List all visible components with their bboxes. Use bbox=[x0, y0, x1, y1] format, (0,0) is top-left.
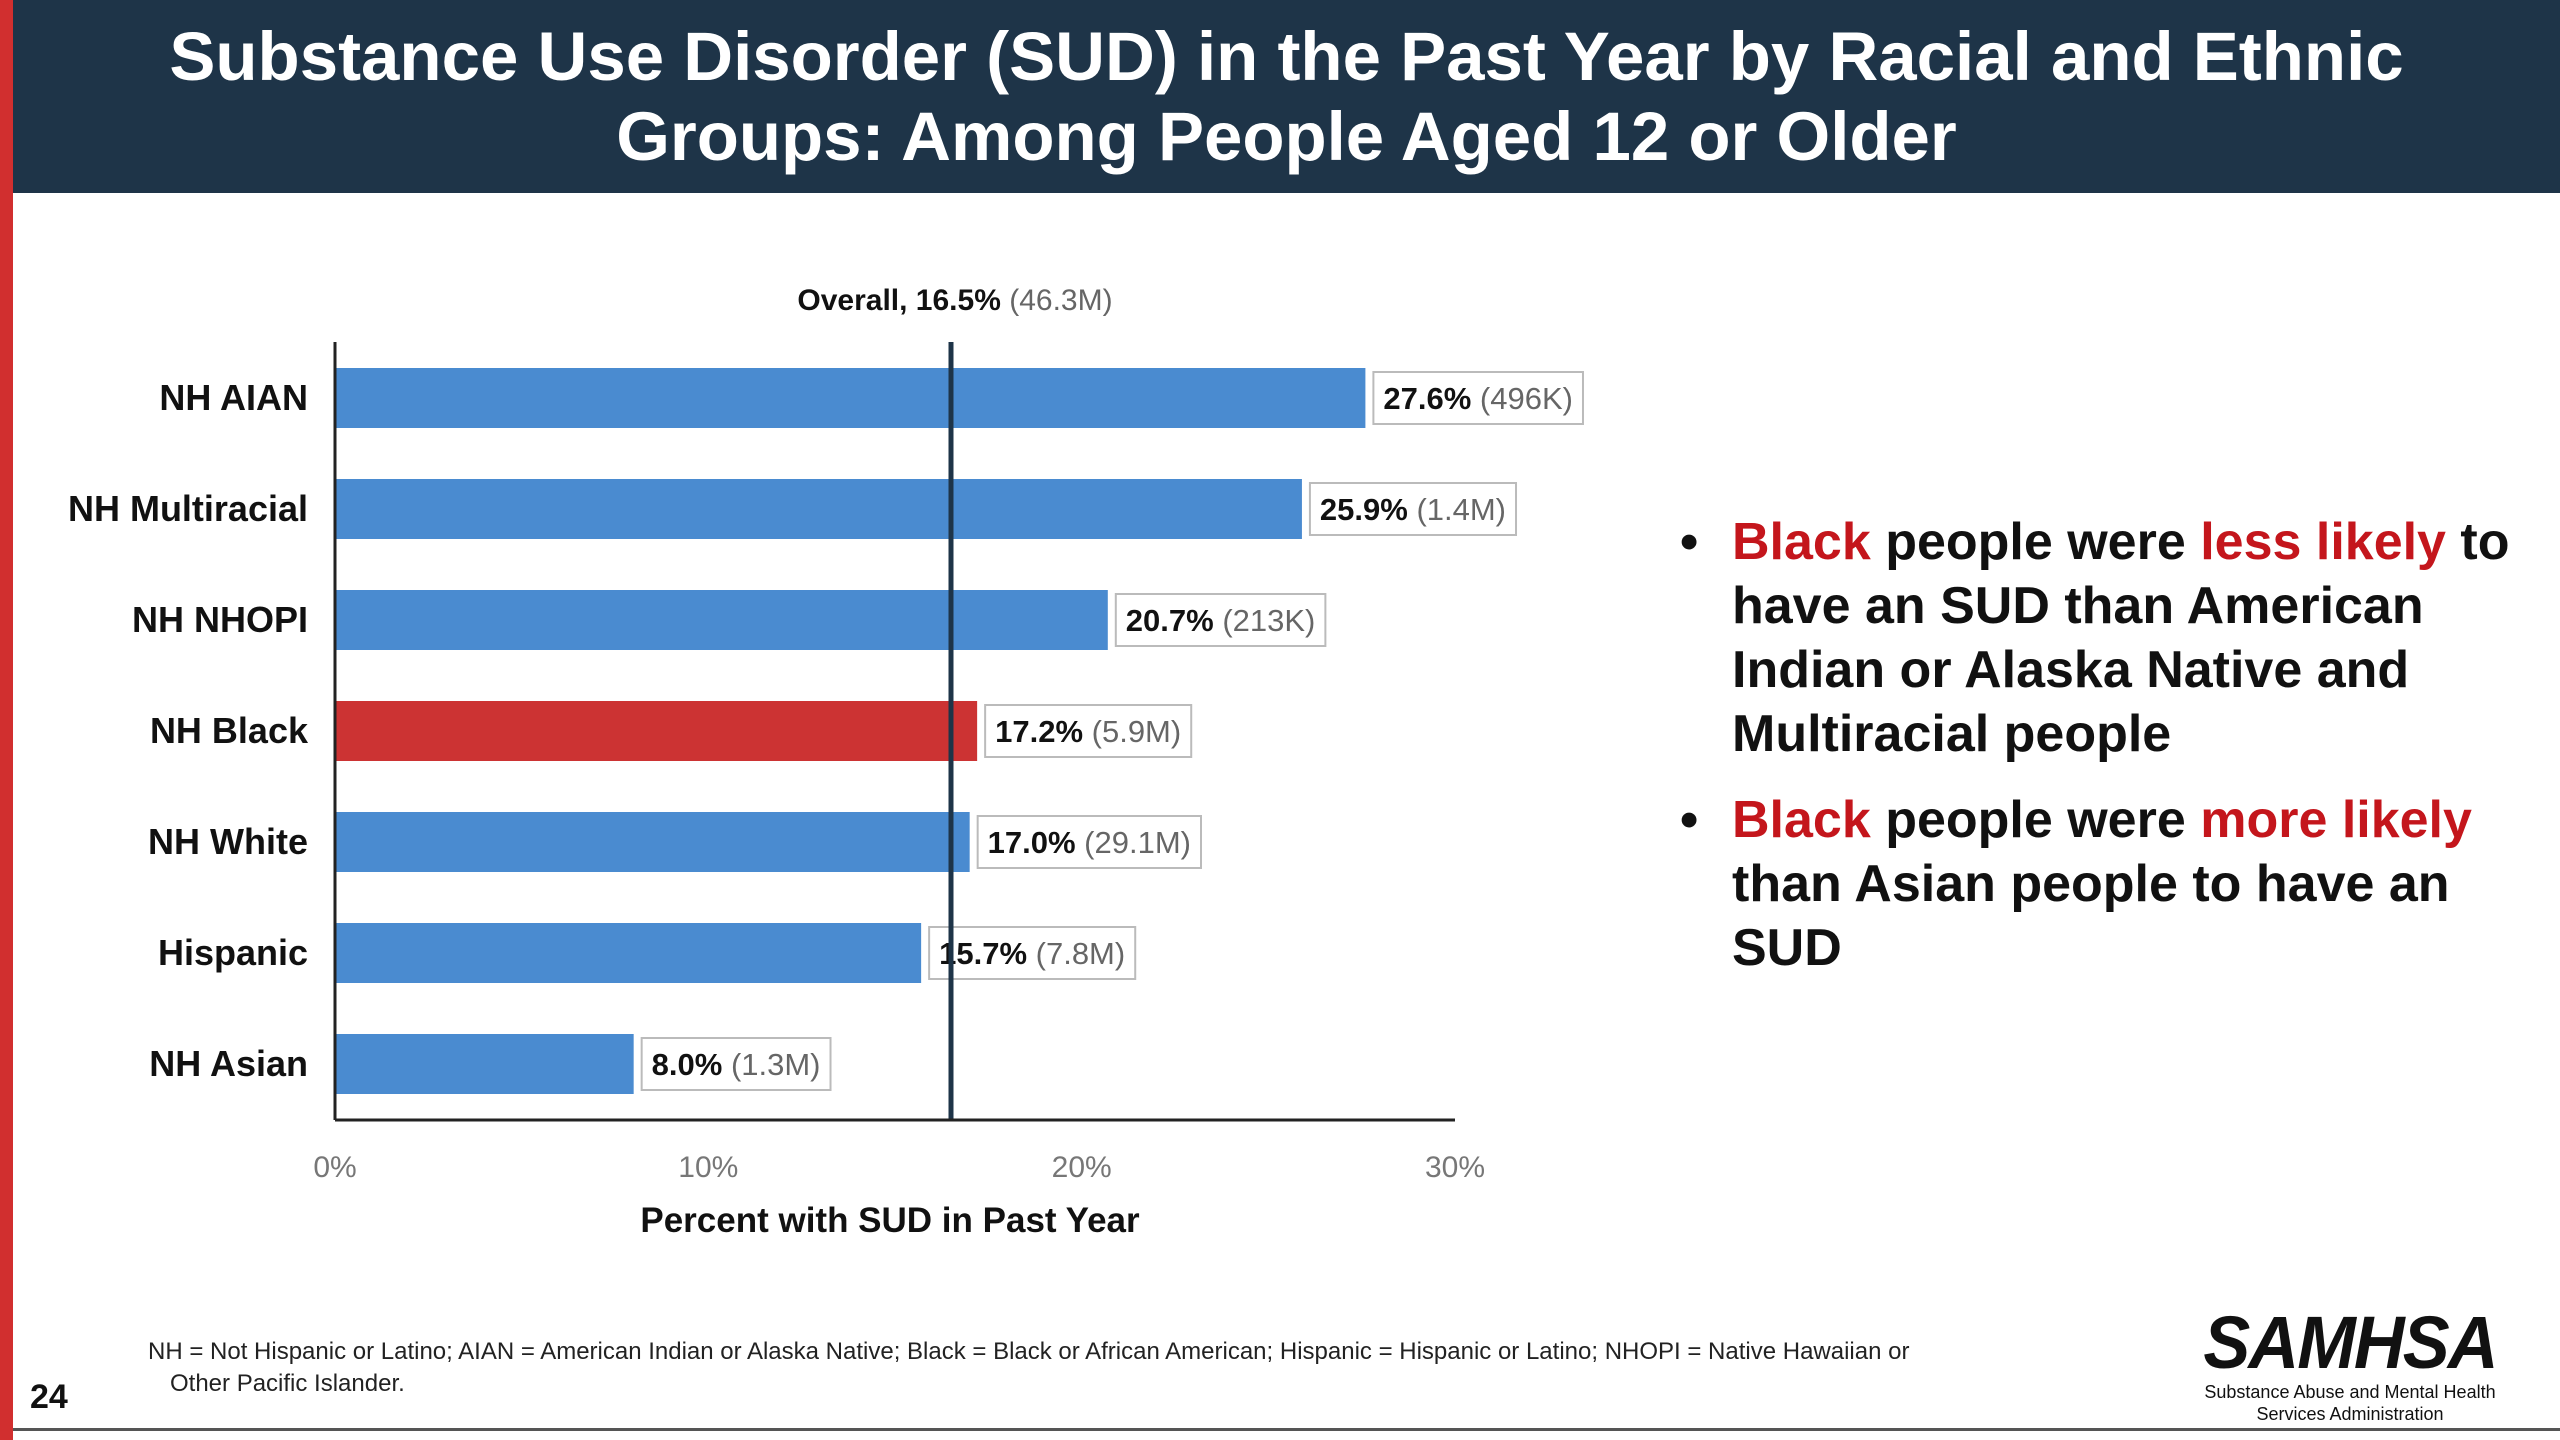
data-label-box bbox=[976, 815, 1202, 869]
logo-wordmark: SAMHSA bbox=[2203, 1301, 2498, 1384]
bar bbox=[335, 923, 922, 983]
bar bbox=[335, 1034, 634, 1094]
highlighted-text: Black bbox=[1732, 513, 1871, 571]
x-tick-label: 20% bbox=[1052, 1151, 1112, 1184]
data-label-box bbox=[640, 1037, 832, 1091]
footnote-line-2: Other Pacific Islander. bbox=[170, 1370, 405, 1397]
data-label: 27.6% (496K) bbox=[1383, 381, 1573, 416]
bottom-rule bbox=[13, 1428, 2560, 1431]
logo-subtitle-line-2: Services Administration bbox=[2256, 1404, 2444, 1424]
category-label: NH Black bbox=[150, 710, 309, 751]
x-tick-label: 10% bbox=[678, 1151, 738, 1184]
bar bbox=[335, 479, 1302, 539]
highlighted-text: less likely bbox=[2200, 513, 2446, 571]
category-label: NH Multiracial bbox=[68, 488, 308, 529]
data-label: 17.0% (29.1M) bbox=[988, 825, 1191, 860]
bullet-text: people were bbox=[1870, 513, 2201, 571]
key-findings-list: • Black people were less likely to have a… bbox=[1680, 510, 2520, 1002]
x-tick-label: 0% bbox=[313, 1151, 356, 1184]
data-label: 8.0% (1.3M) bbox=[652, 1047, 821, 1082]
bullet-text: than Asian people to have an SUD bbox=[1732, 855, 2450, 977]
data-label-box bbox=[1372, 371, 1584, 425]
data-label-box bbox=[928, 926, 1137, 980]
data-label: 15.7% (7.8M) bbox=[939, 936, 1125, 971]
category-label: Hispanic bbox=[158, 932, 308, 973]
bar bbox=[335, 590, 1108, 650]
data-label: 17.2% (5.9M) bbox=[995, 714, 1181, 749]
bullet-text: people were bbox=[1870, 791, 2201, 849]
logo-subtitle: Substance Abuse and Mental Health Servic… bbox=[2195, 1381, 2505, 1425]
slide-title: Substance Use Disorder (SUD) in the Past… bbox=[169, 17, 2404, 175]
left-accent-bar bbox=[0, 0, 13, 1440]
highlighted-text: more likely bbox=[2200, 791, 2472, 849]
x-axis-title: Percent with SUD in Past Year bbox=[640, 1201, 1140, 1240]
samhsa-logo: SAMHSA Substance Abuse and Mental Health… bbox=[2195, 1305, 2505, 1425]
data-label-box bbox=[1308, 482, 1518, 536]
bar bbox=[335, 812, 970, 872]
bullet-marker: • bbox=[1680, 791, 1699, 849]
logo-subtitle-line-1: Substance Abuse and Mental Health bbox=[2204, 1382, 2496, 1402]
footnote-line-1: NH = Not Hispanic or Latino; AIAN = Amer… bbox=[148, 1338, 1910, 1365]
bar-chart: NH AIAN 27.6% (496K) NH Multiracial 25.9% (… bbox=[68, 284, 1584, 1240]
bullet-text: to have an SUD than American Indian or A… bbox=[1732, 513, 2510, 763]
bullet-marker: • bbox=[1680, 513, 1699, 571]
footnote: NH = Not Hispanic or Latino; AIAN = Amer… bbox=[148, 1336, 2148, 1400]
category-label: NH White bbox=[148, 821, 308, 862]
data-label-box bbox=[1114, 593, 1327, 647]
bar bbox=[335, 701, 978, 761]
data-label: 20.7% (213K) bbox=[1126, 603, 1316, 638]
overall-label: Overall, 16.5% (46.3M) bbox=[797, 284, 1112, 317]
bullet-1: • Black people were less likely to have a… bbox=[1680, 510, 2520, 766]
category-label: NH NHOPI bbox=[132, 599, 308, 640]
category-label: NH AIAN bbox=[159, 377, 308, 418]
bar bbox=[335, 368, 1366, 428]
data-label: 25.9% (1.4M) bbox=[1320, 492, 1506, 527]
category-label: NH Asian bbox=[149, 1043, 308, 1084]
x-tick-label: 30% bbox=[1425, 1151, 1485, 1184]
page-number: 24 bbox=[30, 1378, 68, 1416]
title-banner: Substance Use Disorder (SUD) in the Past… bbox=[13, 0, 2560, 193]
highlighted-text: Black bbox=[1732, 791, 1871, 849]
data-label-box bbox=[984, 704, 1193, 758]
bullet-2: • Black people were more likely than Asia… bbox=[1680, 788, 2520, 980]
